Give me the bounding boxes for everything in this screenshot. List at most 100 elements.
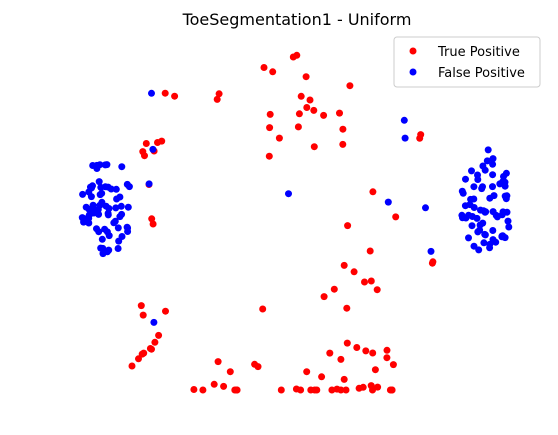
true-positive-point: [260, 64, 268, 71]
false-positive-point: [505, 223, 513, 231]
false-positive-point: [145, 180, 153, 188]
false-positive-point: [489, 155, 497, 163]
true-positive-point: [371, 366, 379, 374]
false-positive-point: [475, 246, 483, 254]
true-positive-point: [369, 188, 377, 196]
false-positive-point: [465, 234, 472, 242]
true-positive-point: [355, 384, 363, 392]
false-positive-point: [504, 217, 512, 225]
false-positive-point: [101, 161, 109, 169]
true-positive-point: [135, 355, 142, 363]
true-positive-point: [337, 386, 345, 394]
false-positive-point: [479, 183, 486, 191]
true-positive-point: [392, 213, 400, 221]
true-positive-point: [155, 331, 163, 339]
false-positive-point: [95, 178, 103, 186]
false-positive-point: [489, 227, 497, 234]
false-positive-point: [123, 180, 131, 188]
true-positive-point: [254, 363, 262, 371]
true-positive-point: [128, 362, 136, 370]
true-positive-point: [138, 350, 146, 358]
false-positive-point: [492, 238, 500, 246]
true-positive-point: [428, 259, 436, 267]
legend-marker-true-positive: [409, 47, 417, 55]
true-positive-point: [346, 82, 354, 90]
false-positive-point: [486, 240, 494, 248]
true-positive-point: [297, 386, 305, 394]
true-positive-point: [213, 95, 221, 103]
false-positive-point: [489, 183, 496, 191]
true-positive-point: [344, 222, 352, 230]
true-positive-point: [389, 361, 397, 369]
true-positive-point: [366, 247, 374, 255]
true-positive-point: [266, 110, 274, 118]
false-positive-point: [470, 242, 478, 250]
true-positive-point: [190, 386, 198, 393]
legend-label-false-positive: False Positive: [438, 66, 525, 81]
true-positive-point: [265, 152, 273, 160]
true-positive-point: [142, 140, 150, 147]
false-positive-point: [98, 235, 106, 243]
true-positive-point: [369, 349, 377, 357]
false-positive-point: [480, 239, 488, 247]
true-positive-point: [343, 304, 351, 312]
false-positive-point: [427, 247, 435, 255]
true-positive-point: [303, 368, 311, 376]
false-positive-point: [89, 162, 97, 169]
true-positive-point: [277, 386, 285, 394]
true-positive-point: [137, 302, 145, 310]
points-layer: [78, 51, 513, 394]
false-positive-point: [493, 213, 501, 221]
false-positive-point: [400, 116, 408, 124]
false-positive-point: [474, 176, 482, 183]
true-positive-point: [343, 339, 351, 347]
true-positive-point: [310, 106, 318, 114]
false-positive-point: [473, 214, 481, 222]
true-positive-point: [350, 268, 358, 276]
false-positive-point: [104, 183, 112, 191]
true-positive-point: [330, 285, 338, 293]
false-positive-point: [114, 245, 122, 252]
false-positive-point: [105, 246, 113, 254]
false-positive-point: [476, 226, 484, 234]
false-positive-point: [384, 198, 392, 206]
false-positive-point: [499, 208, 507, 216]
true-positive-point: [293, 51, 301, 59]
false-positive-point: [124, 228, 132, 235]
true-positive-point: [306, 96, 314, 104]
true-positive-point: [383, 346, 391, 354]
true-positive-point: [353, 344, 361, 351]
true-positive-point: [374, 383, 382, 391]
true-positive-point: [161, 89, 169, 97]
false-positive-point: [462, 175, 469, 183]
false-positive-point: [116, 213, 124, 221]
true-positive-point: [339, 125, 347, 133]
true-positive-point: [367, 277, 375, 285]
true-positive-point: [361, 278, 368, 286]
false-positive-point: [85, 205, 93, 213]
false-positive-point: [150, 318, 158, 326]
true-positive-point: [139, 311, 147, 319]
true-positive-point: [339, 140, 347, 148]
true-positive-point: [148, 345, 155, 353]
false-positive-point: [99, 250, 107, 258]
true-positive-point: [171, 92, 179, 100]
false-positive-point: [116, 193, 124, 201]
false-positive-point: [79, 190, 87, 198]
false-positive-point: [498, 232, 506, 240]
true-positive-point: [303, 104, 311, 111]
false-positive-point: [117, 202, 125, 210]
true-positive-point: [320, 111, 328, 119]
true-positive-point: [383, 354, 391, 362]
true-positive-point: [340, 261, 348, 269]
true-positive-point: [362, 347, 370, 355]
false-positive-point: [481, 230, 489, 238]
true-positive-point: [295, 110, 303, 118]
false-positive-point: [401, 134, 409, 142]
legend-marker-false-positive: [409, 68, 417, 76]
false-positive-point: [95, 210, 103, 218]
false-positive-point: [486, 194, 494, 202]
chart-title: ToeSegmentation1 - Uniform: [182, 10, 412, 29]
true-positive-point: [275, 134, 283, 142]
